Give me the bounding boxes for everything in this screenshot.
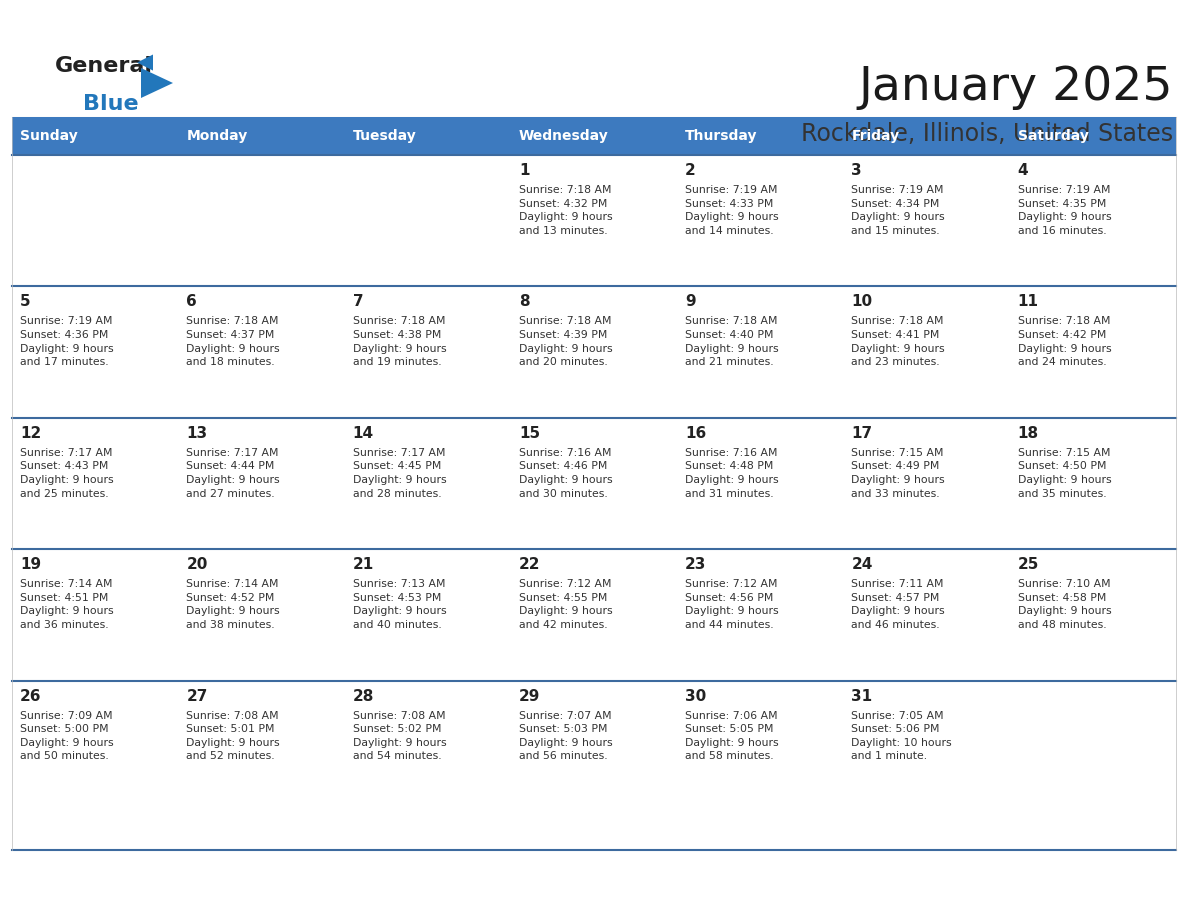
Text: Sunrise: 7:18 AM
Sunset: 4:37 PM
Daylight: 9 hours
and 18 minutes.: Sunrise: 7:18 AM Sunset: 4:37 PM Dayligh… xyxy=(187,317,280,367)
Text: 21: 21 xyxy=(353,557,374,572)
Bar xyxy=(12,117,178,155)
Text: 31: 31 xyxy=(852,688,872,703)
Text: Sunrise: 7:18 AM
Sunset: 4:32 PM
Daylight: 9 hours
and 13 minutes.: Sunrise: 7:18 AM Sunset: 4:32 PM Dayligh… xyxy=(519,185,613,236)
Text: Sunrise: 7:19 AM
Sunset: 4:33 PM
Daylight: 9 hours
and 14 minutes.: Sunrise: 7:19 AM Sunset: 4:33 PM Dayligh… xyxy=(685,185,779,236)
Text: 13: 13 xyxy=(187,426,208,441)
Bar xyxy=(12,155,1176,286)
Bar xyxy=(677,117,843,155)
Text: General: General xyxy=(55,56,153,76)
Text: Saturday: Saturday xyxy=(1018,129,1088,143)
Text: 16: 16 xyxy=(685,426,707,441)
Text: Thursday: Thursday xyxy=(685,129,758,143)
Text: 4: 4 xyxy=(1018,163,1029,178)
Text: Sunrise: 7:11 AM
Sunset: 4:57 PM
Daylight: 9 hours
and 46 minutes.: Sunrise: 7:11 AM Sunset: 4:57 PM Dayligh… xyxy=(852,579,944,630)
Text: Sunrise: 7:19 AM
Sunset: 4:34 PM
Daylight: 9 hours
and 15 minutes.: Sunrise: 7:19 AM Sunset: 4:34 PM Dayligh… xyxy=(852,185,944,236)
Text: Monday: Monday xyxy=(187,129,247,143)
Text: Sunrise: 7:10 AM
Sunset: 4:58 PM
Daylight: 9 hours
and 48 minutes.: Sunrise: 7:10 AM Sunset: 4:58 PM Dayligh… xyxy=(1018,579,1111,630)
Text: Sunrise: 7:05 AM
Sunset: 5:06 PM
Daylight: 10 hours
and 1 minute.: Sunrise: 7:05 AM Sunset: 5:06 PM Dayligh… xyxy=(852,711,952,761)
Text: Sunrise: 7:14 AM
Sunset: 4:51 PM
Daylight: 9 hours
and 36 minutes.: Sunrise: 7:14 AM Sunset: 4:51 PM Dayligh… xyxy=(20,579,114,630)
Text: 11: 11 xyxy=(1018,295,1038,309)
Text: Sunrise: 7:19 AM
Sunset: 4:36 PM
Daylight: 9 hours
and 17 minutes.: Sunrise: 7:19 AM Sunset: 4:36 PM Dayligh… xyxy=(20,317,114,367)
Text: 23: 23 xyxy=(685,557,707,572)
Text: January 2025: January 2025 xyxy=(859,65,1173,110)
Text: Sunrise: 7:17 AM
Sunset: 4:44 PM
Daylight: 9 hours
and 27 minutes.: Sunrise: 7:17 AM Sunset: 4:44 PM Dayligh… xyxy=(187,448,280,498)
Text: Sunrise: 7:18 AM
Sunset: 4:41 PM
Daylight: 9 hours
and 23 minutes.: Sunrise: 7:18 AM Sunset: 4:41 PM Dayligh… xyxy=(852,317,944,367)
Text: Sunrise: 7:17 AM
Sunset: 4:43 PM
Daylight: 9 hours
and 25 minutes.: Sunrise: 7:17 AM Sunset: 4:43 PM Dayligh… xyxy=(20,448,114,498)
Text: 5: 5 xyxy=(20,295,31,309)
Text: Sunrise: 7:15 AM
Sunset: 4:49 PM
Daylight: 9 hours
and 33 minutes.: Sunrise: 7:15 AM Sunset: 4:49 PM Dayligh… xyxy=(852,448,944,498)
Text: 19: 19 xyxy=(20,557,42,572)
Bar xyxy=(12,286,1176,418)
Text: Sunday: Sunday xyxy=(20,129,77,143)
Text: Sunrise: 7:09 AM
Sunset: 5:00 PM
Daylight: 9 hours
and 50 minutes.: Sunrise: 7:09 AM Sunset: 5:00 PM Dayligh… xyxy=(20,711,114,761)
Text: Sunrise: 7:18 AM
Sunset: 4:39 PM
Daylight: 9 hours
and 20 minutes.: Sunrise: 7:18 AM Sunset: 4:39 PM Dayligh… xyxy=(519,317,613,367)
Text: 22: 22 xyxy=(519,557,541,572)
Text: Sunrise: 7:12 AM
Sunset: 4:55 PM
Daylight: 9 hours
and 42 minutes.: Sunrise: 7:12 AM Sunset: 4:55 PM Dayligh… xyxy=(519,579,613,630)
Text: Sunrise: 7:06 AM
Sunset: 5:05 PM
Daylight: 9 hours
and 58 minutes.: Sunrise: 7:06 AM Sunset: 5:05 PM Dayligh… xyxy=(685,711,779,761)
Bar xyxy=(12,418,1176,549)
Text: Sunrise: 7:18 AM
Sunset: 4:40 PM
Daylight: 9 hours
and 21 minutes.: Sunrise: 7:18 AM Sunset: 4:40 PM Dayligh… xyxy=(685,317,779,367)
Text: Sunrise: 7:18 AM
Sunset: 4:38 PM
Daylight: 9 hours
and 19 minutes.: Sunrise: 7:18 AM Sunset: 4:38 PM Dayligh… xyxy=(353,317,447,367)
Text: 26: 26 xyxy=(20,688,42,703)
Text: 12: 12 xyxy=(20,426,42,441)
Text: 14: 14 xyxy=(353,426,374,441)
Text: 20: 20 xyxy=(187,557,208,572)
Text: 30: 30 xyxy=(685,688,707,703)
Text: 15: 15 xyxy=(519,426,541,441)
Text: Sunrise: 7:12 AM
Sunset: 4:56 PM
Daylight: 9 hours
and 44 minutes.: Sunrise: 7:12 AM Sunset: 4:56 PM Dayligh… xyxy=(685,579,779,630)
Bar xyxy=(843,117,1010,155)
Text: 3: 3 xyxy=(852,163,862,178)
Bar xyxy=(345,117,511,155)
Text: Sunrise: 7:08 AM
Sunset: 5:02 PM
Daylight: 9 hours
and 54 minutes.: Sunrise: 7:08 AM Sunset: 5:02 PM Dayligh… xyxy=(353,711,447,761)
Text: 2: 2 xyxy=(685,163,696,178)
Text: Sunrise: 7:16 AM
Sunset: 4:46 PM
Daylight: 9 hours
and 30 minutes.: Sunrise: 7:16 AM Sunset: 4:46 PM Dayligh… xyxy=(519,448,613,498)
Text: ◀: ◀ xyxy=(137,52,153,72)
Text: Sunrise: 7:14 AM
Sunset: 4:52 PM
Daylight: 9 hours
and 38 minutes.: Sunrise: 7:14 AM Sunset: 4:52 PM Dayligh… xyxy=(187,579,280,630)
Bar xyxy=(12,680,1176,812)
Text: 17: 17 xyxy=(852,426,872,441)
Text: 25: 25 xyxy=(1018,557,1040,572)
Text: Wednesday: Wednesday xyxy=(519,129,608,143)
Text: 24: 24 xyxy=(852,557,873,572)
Text: 1: 1 xyxy=(519,163,530,178)
Text: Sunrise: 7:15 AM
Sunset: 4:50 PM
Daylight: 9 hours
and 35 minutes.: Sunrise: 7:15 AM Sunset: 4:50 PM Dayligh… xyxy=(1018,448,1111,498)
Text: 27: 27 xyxy=(187,688,208,703)
Bar xyxy=(511,117,677,155)
Text: 29: 29 xyxy=(519,688,541,703)
Text: Sunrise: 7:08 AM
Sunset: 5:01 PM
Daylight: 9 hours
and 52 minutes.: Sunrise: 7:08 AM Sunset: 5:01 PM Dayligh… xyxy=(187,711,280,761)
Text: Sunrise: 7:16 AM
Sunset: 4:48 PM
Daylight: 9 hours
and 31 minutes.: Sunrise: 7:16 AM Sunset: 4:48 PM Dayligh… xyxy=(685,448,779,498)
Text: Sunrise: 7:19 AM
Sunset: 4:35 PM
Daylight: 9 hours
and 16 minutes.: Sunrise: 7:19 AM Sunset: 4:35 PM Dayligh… xyxy=(1018,185,1111,236)
Bar xyxy=(12,549,1176,680)
Text: 10: 10 xyxy=(852,295,872,309)
Bar xyxy=(178,117,345,155)
Text: Sunrise: 7:17 AM
Sunset: 4:45 PM
Daylight: 9 hours
and 28 minutes.: Sunrise: 7:17 AM Sunset: 4:45 PM Dayligh… xyxy=(353,448,447,498)
Polygon shape xyxy=(141,68,173,98)
Text: Sunrise: 7:07 AM
Sunset: 5:03 PM
Daylight: 9 hours
and 56 minutes.: Sunrise: 7:07 AM Sunset: 5:03 PM Dayligh… xyxy=(519,711,613,761)
Text: 8: 8 xyxy=(519,295,530,309)
Bar xyxy=(1010,117,1176,155)
Text: 6: 6 xyxy=(187,295,197,309)
Text: 28: 28 xyxy=(353,688,374,703)
Text: 18: 18 xyxy=(1018,426,1038,441)
Text: 9: 9 xyxy=(685,295,696,309)
Text: Blue: Blue xyxy=(83,94,139,114)
Text: Rockdale, Illinois, United States: Rockdale, Illinois, United States xyxy=(801,122,1173,146)
Text: Sunrise: 7:13 AM
Sunset: 4:53 PM
Daylight: 9 hours
and 40 minutes.: Sunrise: 7:13 AM Sunset: 4:53 PM Dayligh… xyxy=(353,579,447,630)
Text: Tuesday: Tuesday xyxy=(353,129,416,143)
Text: Friday: Friday xyxy=(852,129,899,143)
Text: Sunrise: 7:18 AM
Sunset: 4:42 PM
Daylight: 9 hours
and 24 minutes.: Sunrise: 7:18 AM Sunset: 4:42 PM Dayligh… xyxy=(1018,317,1111,367)
Text: 7: 7 xyxy=(353,295,364,309)
